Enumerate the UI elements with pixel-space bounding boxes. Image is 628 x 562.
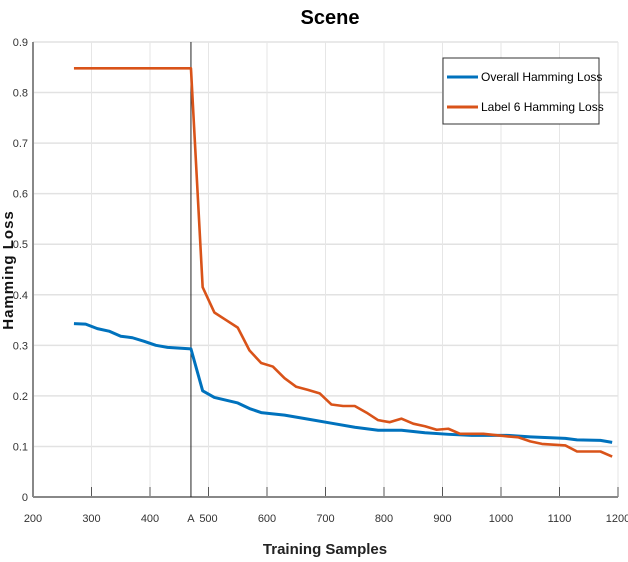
- chart-title: Scene: [301, 7, 360, 29]
- legend-box: [442, 57, 600, 125]
- y-tick-label: 0.8: [13, 88, 28, 100]
- series-line-label6: [73, 66, 613, 458]
- y-tick-label: 0: [22, 492, 28, 504]
- x-tick-label: 700: [316, 513, 334, 525]
- y-tick-label: 0.9: [13, 37, 28, 49]
- legend-label-overall: Overall Hamming Loss: [481, 70, 602, 84]
- x-tick-label: 1200: [606, 513, 628, 525]
- x-tick-label: 500: [199, 513, 217, 525]
- y-tick-label: 0.6: [13, 189, 28, 201]
- axis-ticks: 0 0.1 0.2 0.3 0.4 0.5 0.6 0.7 0.8 0.9 200 300 400 A 50…: [13, 37, 628, 525]
- y-tick-label: 0.2: [13, 391, 28, 403]
- y-tick-label: 0.7: [13, 138, 28, 150]
- x-tick-label: 900: [433, 513, 451, 525]
- series-line-overall: [73, 322, 613, 444]
- x-tick-label: 800: [375, 513, 393, 525]
- x-tick-label: 400: [141, 513, 159, 525]
- y-tick-label: 0.1: [13, 441, 28, 453]
- x-tick-label: A: [187, 513, 195, 525]
- x-axis-label: Training Samples: [263, 541, 387, 558]
- legend-label-label6: Label 6 Hamming Loss: [481, 100, 604, 114]
- x-tick-label: 1100: [548, 513, 572, 525]
- y-axis-label: Hamming Loss: [0, 210, 17, 330]
- x-tick-label: 1000: [489, 513, 513, 525]
- y-tick-label: 0.3: [13, 340, 28, 352]
- x-tick-label: 600: [258, 513, 276, 525]
- series-lines: [73, 42, 613, 497]
- legend: Overall Hamming Loss Label 6 Hamming Los…: [442, 57, 604, 125]
- x-tick-label: 200: [24, 513, 42, 525]
- y-tick-label: 0.5: [13, 239, 28, 251]
- x-tick-label: 300: [82, 513, 100, 525]
- y-tick-label: 0.4: [13, 290, 28, 302]
